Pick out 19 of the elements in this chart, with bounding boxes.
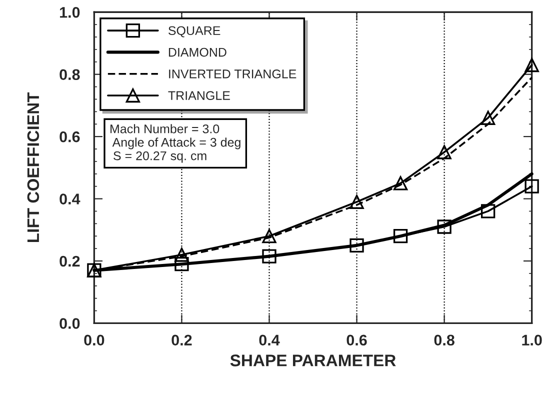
y-tick-label: 1.0 bbox=[60, 6, 80, 18]
y-tick-label: 0.0 bbox=[60, 318, 80, 329]
y-tick-label: 0.4 bbox=[60, 194, 80, 204]
legend-label: SQUARE bbox=[168, 26, 220, 38]
annotation: Mach Number = 3.0 Angle of Attack = 3 deg S = 20.27 sq. cm bbox=[110, 124, 240, 163]
y-tick-label: 0.6 bbox=[60, 131, 80, 142]
legend-label: TRIANGLE bbox=[168, 91, 230, 100]
x-tick-label: 0.0 bbox=[84, 334, 104, 346]
y-tick-label: 0.2 bbox=[60, 256, 80, 267]
x-tick-label: 0.4 bbox=[259, 334, 280, 346]
x-tick-label: 0.6 bbox=[346, 334, 367, 346]
legend-label: DIAMOND bbox=[168, 48, 226, 57]
x-axis-title: SHAPE PARAMETER bbox=[230, 354, 396, 366]
legend-label: INVERTED TRIANGLE bbox=[169, 70, 296, 78]
x-tick-label: 0.8 bbox=[434, 334, 454, 346]
x-tick-label: 0.2 bbox=[172, 334, 192, 346]
y-tick-label: 0.8 bbox=[60, 69, 80, 80]
x-tick-label: 1.0 bbox=[522, 334, 542, 346]
y-axis-title: LIFT COEFFICIENT bbox=[27, 92, 40, 242]
